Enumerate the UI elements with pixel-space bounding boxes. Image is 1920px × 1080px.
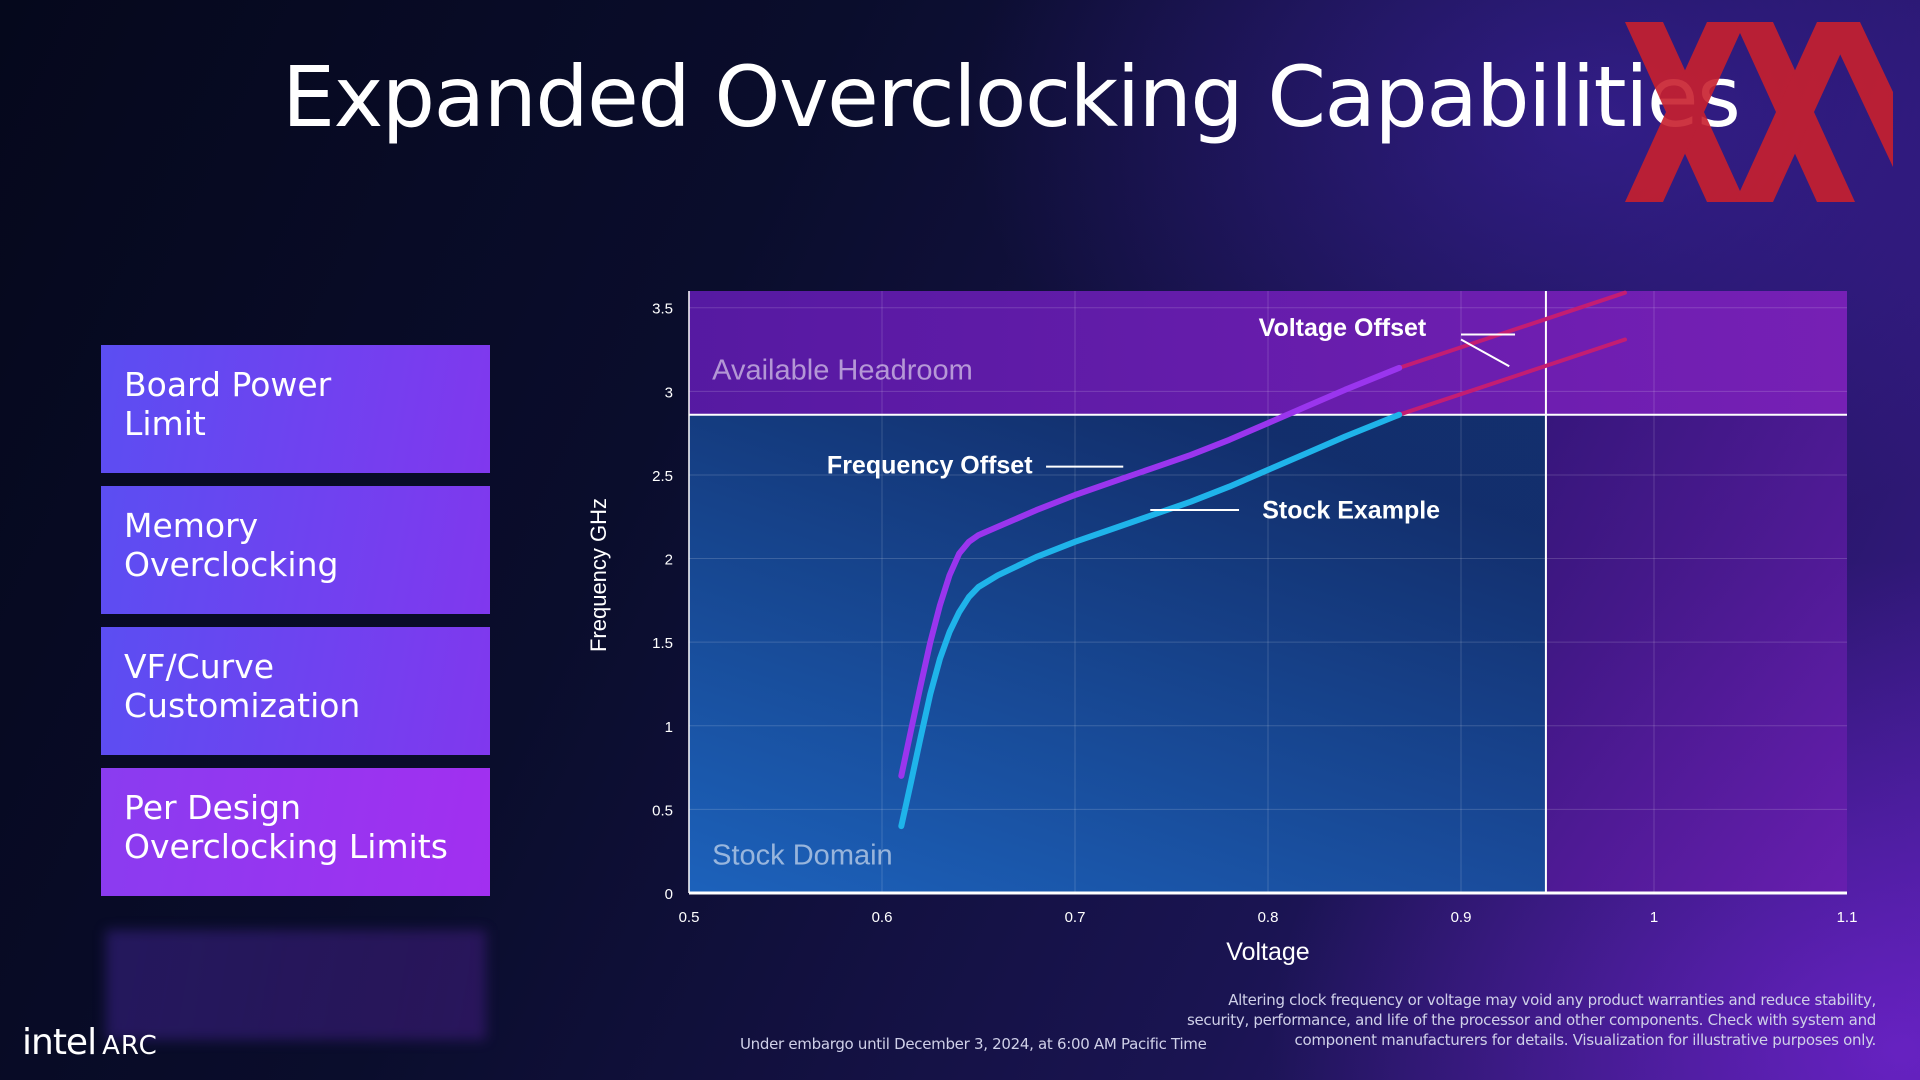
y-tick-label: 0.5 xyxy=(652,802,673,819)
available-headroom-region xyxy=(689,291,1847,415)
y-tick-label: 1.5 xyxy=(652,635,673,652)
x-tick-label: 0.8 xyxy=(1258,909,1279,926)
feature-card-line: Customization xyxy=(124,686,361,725)
voltage-offset-line xyxy=(1397,337,1627,417)
stock-domain-region xyxy=(689,414,1546,893)
page-title: Expanded Overclocking Capabilities xyxy=(282,48,1741,146)
x-tick-label: 1.1 xyxy=(1837,909,1858,926)
frequency-offset-line xyxy=(898,364,1403,779)
y-tick-label: 0 xyxy=(665,886,673,903)
callout-label: Voltage Offset xyxy=(1259,314,1427,342)
voltage-offset-line xyxy=(1397,290,1627,370)
y-tick-label: 3 xyxy=(665,384,673,401)
y-tick-label: 2.5 xyxy=(652,468,673,485)
feature-card-line: VF/Curve xyxy=(124,647,275,686)
feature-card-memory-overclocking: Memory Overclocking xyxy=(101,486,490,614)
feature-list: Board Power Limit Memory Overclocking VF… xyxy=(101,345,490,909)
feature-card-ghost xyxy=(106,930,486,1040)
y-tick-label: 1 xyxy=(665,719,673,736)
y-tick-label: 2 xyxy=(665,552,673,569)
callout-leader-line xyxy=(1460,338,1510,368)
region-label: Available Headroom xyxy=(712,355,973,387)
x-tick-label: 0.7 xyxy=(1065,909,1086,926)
x-tick-label: 1 xyxy=(1650,909,1658,926)
feature-card-line: Board Power xyxy=(124,365,332,404)
stock-example-line xyxy=(898,411,1403,830)
x-tick-label: 0.6 xyxy=(872,909,893,926)
embargo-notice: Under embargo until December 3, 2024, at… xyxy=(740,1035,1207,1053)
xx-logo-icon xyxy=(1625,22,1893,202)
feature-card-per-design-limits: Per Design Overclocking Limits xyxy=(101,768,490,896)
callout-label: Frequency Offset xyxy=(827,451,1033,479)
feature-card-vf-curve-customization: VF/Curve Customization xyxy=(101,627,490,755)
feature-card-line: Memory xyxy=(124,506,259,545)
feature-card-board-power-limit: Board Power Limit xyxy=(101,345,490,473)
feature-card-line: Per Design xyxy=(124,788,302,827)
feature-card-line: Overclocking Limits xyxy=(124,827,448,866)
intel-wordmark: intel xyxy=(22,1022,97,1063)
callout-label: Stock Example xyxy=(1262,496,1440,524)
intel-arc-logo: intel ARC xyxy=(22,1022,158,1063)
x-tick-label: 0.5 xyxy=(679,909,700,926)
disclaimer: Altering clock frequency or voltage may … xyxy=(1186,991,1876,1049)
region-label: Stock Domain xyxy=(712,840,893,872)
feature-card-line: Limit xyxy=(124,404,206,443)
x-tick-label: 0.9 xyxy=(1451,909,1472,926)
y-tick-label: 3.5 xyxy=(652,301,673,318)
over-voltage-region xyxy=(1545,414,1847,893)
y-axis-title: Frequency GHz xyxy=(586,498,611,652)
x-axis-title: Voltage xyxy=(1226,938,1309,966)
arc-wordmark: ARC xyxy=(102,1031,158,1061)
feature-card-line: Overclocking xyxy=(124,545,339,584)
